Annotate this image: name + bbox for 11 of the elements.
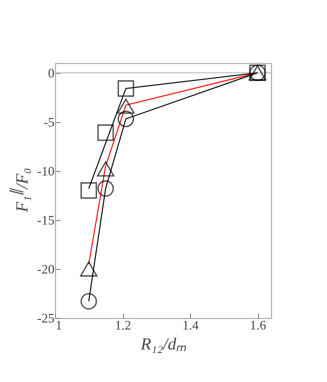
y-tick-label: -25 xyxy=(37,310,54,326)
y-tick-label: -15 xyxy=(37,212,54,228)
y-tick-label: -5 xyxy=(44,114,54,130)
x-tick-label: 1.6 xyxy=(250,318,267,332)
x-tick-label: 1.4 xyxy=(182,318,200,332)
x-axis-title: R₁₂/dₘ xyxy=(140,334,188,354)
x-tick-label: 1.2 xyxy=(114,318,132,332)
y-tick-label: -20 xyxy=(37,261,54,276)
x-tick-label: 1 xyxy=(56,318,62,332)
y-tick-label: -10 xyxy=(37,163,54,178)
y-tick-label: 0 xyxy=(48,65,54,80)
